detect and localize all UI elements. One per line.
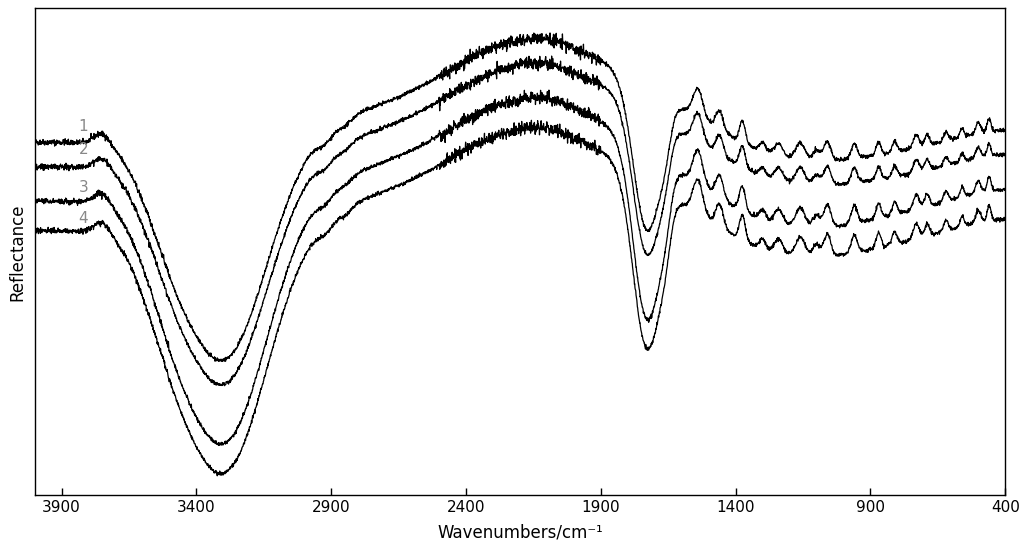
Text: 3: 3 — [78, 180, 88, 195]
X-axis label: Wavenumbers/cm⁻¹: Wavenumbers/cm⁻¹ — [437, 524, 602, 542]
Y-axis label: Reflectance: Reflectance — [8, 203, 27, 301]
Text: 2: 2 — [78, 142, 88, 157]
Text: 1: 1 — [78, 119, 88, 134]
Text: 4: 4 — [78, 211, 88, 226]
